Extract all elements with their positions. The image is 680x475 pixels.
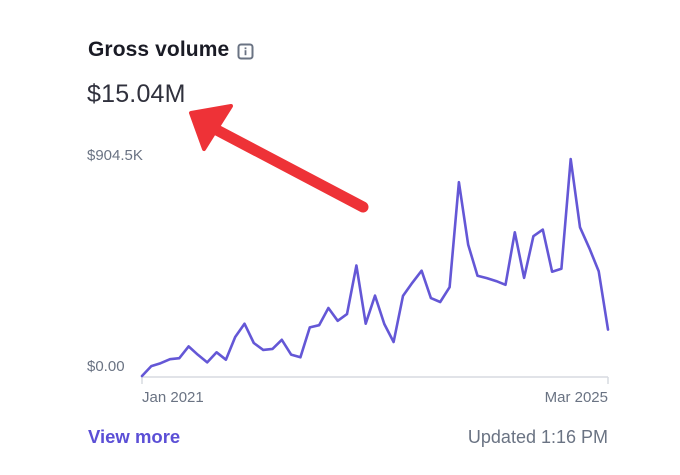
x-tick-label-end: Mar 2025: [545, 389, 608, 406]
title-row: Gross volume: [88, 38, 254, 62]
view-more-link[interactable]: View more: [88, 426, 181, 447]
updated-timestamp: Updated 1:16 PM: [467, 427, 608, 447]
y-tick-label-min: $0.00: [87, 358, 125, 375]
x-tick-label-start: Jan 2021: [142, 389, 204, 406]
gross-volume-total: $15.04M: [87, 80, 186, 108]
annotation-arrow: [189, 104, 369, 213]
series-group: [140, 157, 610, 378]
info-icon[interactable]: [237, 43, 254, 60]
card-title: Gross volume: [88, 38, 230, 61]
y-tick-label-max: $904.5K: [87, 147, 143, 164]
series-line: [140, 157, 610, 378]
